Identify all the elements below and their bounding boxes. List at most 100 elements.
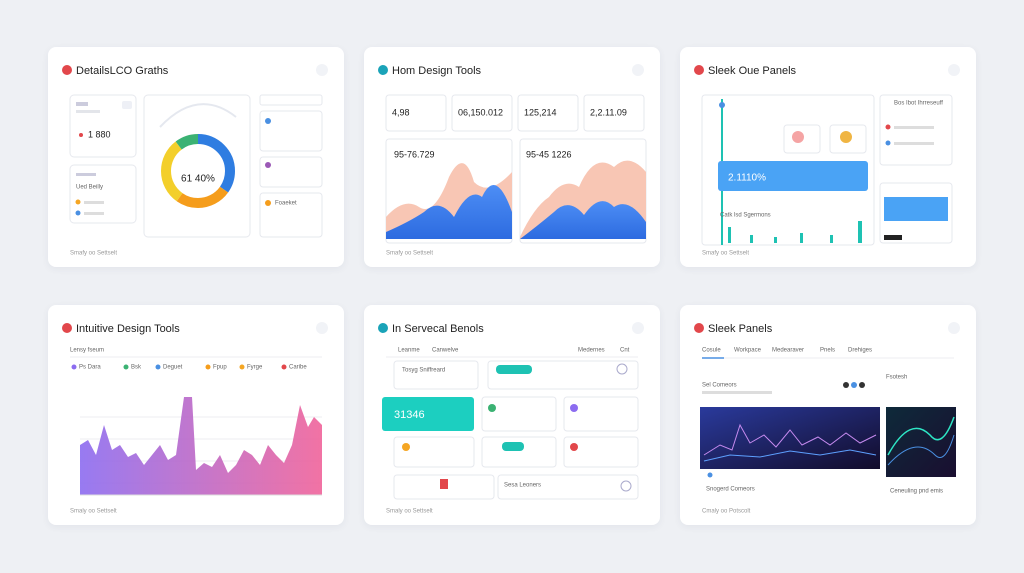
decor-rect: [259, 156, 323, 188]
legend-item: Caribe: [289, 365, 307, 371]
legend-item: Bsk: [131, 365, 142, 371]
decor-rect: [76, 102, 88, 106]
card-canvas: Intuitive Design Tools Lensy fseum Ps Da…: [62, 322, 328, 515]
section-label: Ceneuling pnd emis: [890, 489, 943, 495]
decor-rect: [76, 173, 96, 176]
decor-circle: [161, 134, 235, 208]
decor-rect: [259, 94, 323, 106]
card-title: DetailsLCO Graths: [76, 65, 169, 77]
decor-circle: [948, 64, 960, 76]
card-canvas: In Servecal Benols Leanme Canwelve Meder…: [378, 322, 644, 515]
decor-circle: [707, 472, 713, 478]
chart-subtitle: Lensy fseum: [70, 348, 104, 354]
card-title: Sleek Panels: [708, 323, 773, 335]
card-canvas: Sleek Panels Cosule Workpace Medearaver …: [694, 322, 960, 515]
decor-rect: [563, 436, 639, 468]
chart-value: 95-76.729: [394, 149, 435, 159]
decor-circle: [75, 199, 81, 205]
decor-circle: [316, 64, 328, 76]
card: Hom Design Tools 4,98 06,150.012 125,214…: [364, 47, 660, 267]
decor-circle: [948, 322, 960, 334]
legend-item: Ps Dara: [79, 365, 101, 371]
decor-rect: [583, 94, 645, 132]
decor-circle: [616, 363, 628, 375]
tab[interactable]: Cosule: [702, 348, 721, 354]
decor-circle: [378, 65, 388, 75]
tab[interactable]: Medearaver: [772, 348, 804, 354]
section-label: Fsotesh: [886, 375, 907, 381]
highlight-value: 2.1110%: [728, 173, 766, 184]
card-title: Intuitive Design Tools: [76, 323, 180, 335]
tab[interactable]: Cnt: [620, 348, 630, 354]
decor-rect: [496, 365, 532, 374]
chart-value: 95-45 1226: [526, 149, 572, 159]
stat-value: 2,2.11.09: [590, 107, 627, 117]
decor-rect: [718, 161, 868, 191]
row-label: Sesa Leoners: [504, 483, 541, 489]
decor-circle: [281, 364, 287, 370]
card: In Servecal Benols Leanme Canwelve Meder…: [364, 305, 660, 525]
card-footer: Smafy oo Settselt: [70, 251, 117, 257]
decor-circle: [239, 364, 245, 370]
decor-circle: [719, 102, 725, 108]
decor-rect: [440, 479, 448, 489]
card-footer: Smafy oo Settselt: [702, 251, 749, 257]
card-title: In Servecal Benols: [392, 323, 484, 335]
decor-path: [703, 423, 877, 456]
section-label: Snogerd Comeors: [706, 487, 755, 493]
card: Sleek Oue Panels 2.1110% Catk lsd Sgermo…: [680, 47, 976, 267]
tab[interactable]: Canwelve: [432, 348, 459, 354]
tab[interactable]: Pnels: [820, 348, 835, 354]
decor-rect: [502, 442, 524, 451]
decor-circle: [265, 200, 271, 206]
decor-rect: [385, 94, 447, 132]
legend-item: Fpup: [213, 365, 227, 371]
decor-rect: [894, 126, 934, 129]
card-title: Hom Design Tools: [392, 65, 482, 77]
decor-rect: [393, 360, 479, 390]
tab[interactable]: Drehiges: [848, 348, 872, 354]
decor-rect: [884, 235, 902, 240]
decor-circle: [402, 443, 410, 451]
decor-path: [887, 416, 955, 456]
tab[interactable]: Leanme: [398, 348, 420, 354]
decor-circle: [71, 364, 77, 370]
panel-label: Catk lsd Sgermons: [720, 213, 771, 219]
section-label: Sel Comeors: [702, 383, 737, 389]
decor-rect: [69, 164, 137, 224]
decor-rect: [884, 197, 948, 221]
tab[interactable]: Workpace: [734, 348, 762, 354]
decor-rect: [700, 407, 880, 469]
decor-circle: [161, 134, 235, 208]
decor-circle: [265, 118, 271, 124]
panel-label: Bos Ibot Ihrreseuff: [894, 101, 943, 107]
decor-rect: [393, 436, 475, 468]
decor-circle: [123, 364, 129, 370]
decor-circle: [694, 323, 704, 333]
decor-rect: [76, 110, 100, 113]
decor-rect: [451, 94, 513, 132]
decor-rect: [143, 94, 251, 238]
decor-g: [80, 397, 322, 495]
decor-circle: [155, 364, 161, 370]
decor-rect: [774, 237, 777, 243]
decor-path: [159, 103, 237, 128]
decor-circle: [75, 210, 81, 216]
decor-circle: [792, 131, 804, 143]
decor-circle: [694, 65, 704, 75]
decor-circle: [632, 322, 644, 334]
panel-label: Ued Beilly: [76, 185, 103, 191]
decor-rect: [830, 235, 833, 243]
panel-label: Foaeket: [275, 201, 297, 207]
tab[interactable]: Medernes: [578, 348, 605, 354]
decor-path: [887, 434, 955, 466]
decor-circle: [378, 323, 388, 333]
card-footer: Smaly oo Settselt: [70, 509, 117, 515]
row-label: Tosyg Sniffreard: [402, 368, 445, 374]
decor-circle: [885, 140, 891, 146]
decor-rect: [879, 94, 953, 166]
decor-rect: [750, 235, 753, 243]
donut-center: 61 40%: [181, 174, 215, 185]
legend-item: Deguet: [163, 365, 183, 371]
